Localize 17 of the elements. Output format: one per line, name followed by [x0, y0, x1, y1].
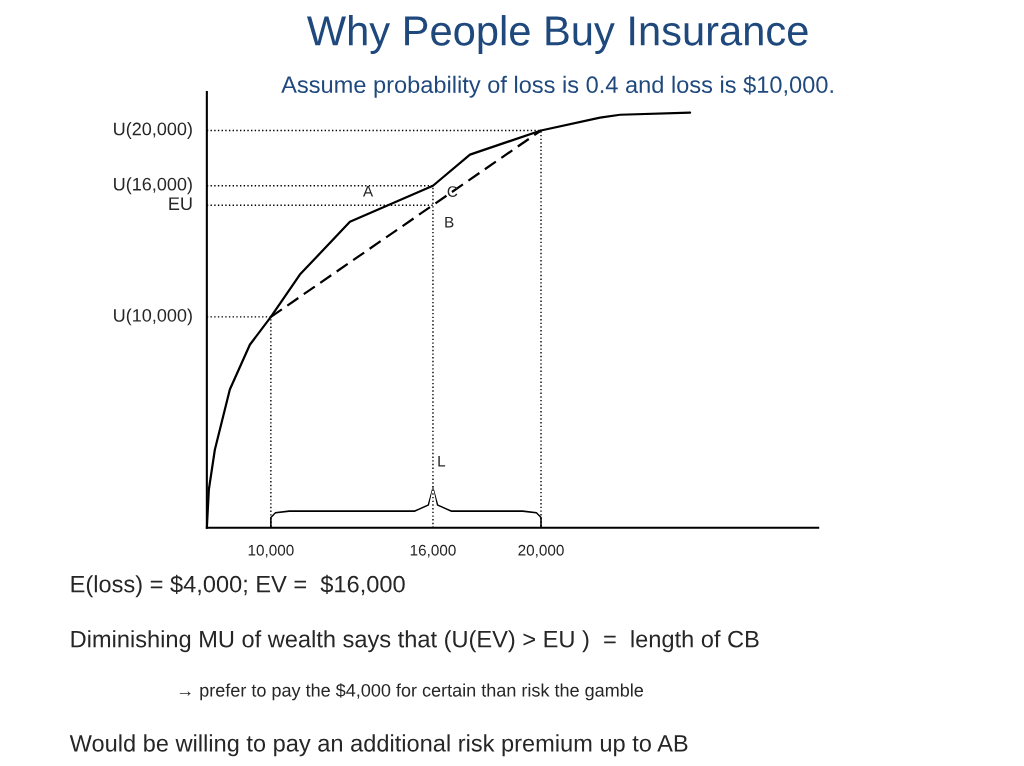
annotation: C [447, 186, 458, 197]
x-tick-label: 16,000 [410, 544, 456, 558]
x-tick-label: 20,000 [518, 544, 564, 558]
annotation: L [438, 455, 446, 467]
annotation: U(16,000) [114, 177, 192, 195]
annotation: U(20,000) [114, 122, 192, 139]
annotation: U(10,000) [114, 308, 192, 326]
text: Diminishing MU of wealth says that (U(EV) > EU ) = length of CB [71, 630, 759, 653]
x-tick-label: 10,000 [248, 544, 294, 558]
annotation: B [445, 216, 454, 228]
chart-subtitle: Assume probability of loss is 0.4 and loss is $10,000. [281, 75, 833, 98]
text: E(loss) = $4,000; EV = $16,000 [71, 574, 405, 598]
text: → prefer to pay the $4,000 for certain than risk the gamble [179, 683, 644, 701]
annotation: A [362, 186, 374, 197]
text: Would be willing to pay an additional risk premium up to AB [69, 734, 688, 757]
annotation: EU [169, 197, 192, 211]
chart-title: Why People Buy Insurance [306, 15, 808, 54]
